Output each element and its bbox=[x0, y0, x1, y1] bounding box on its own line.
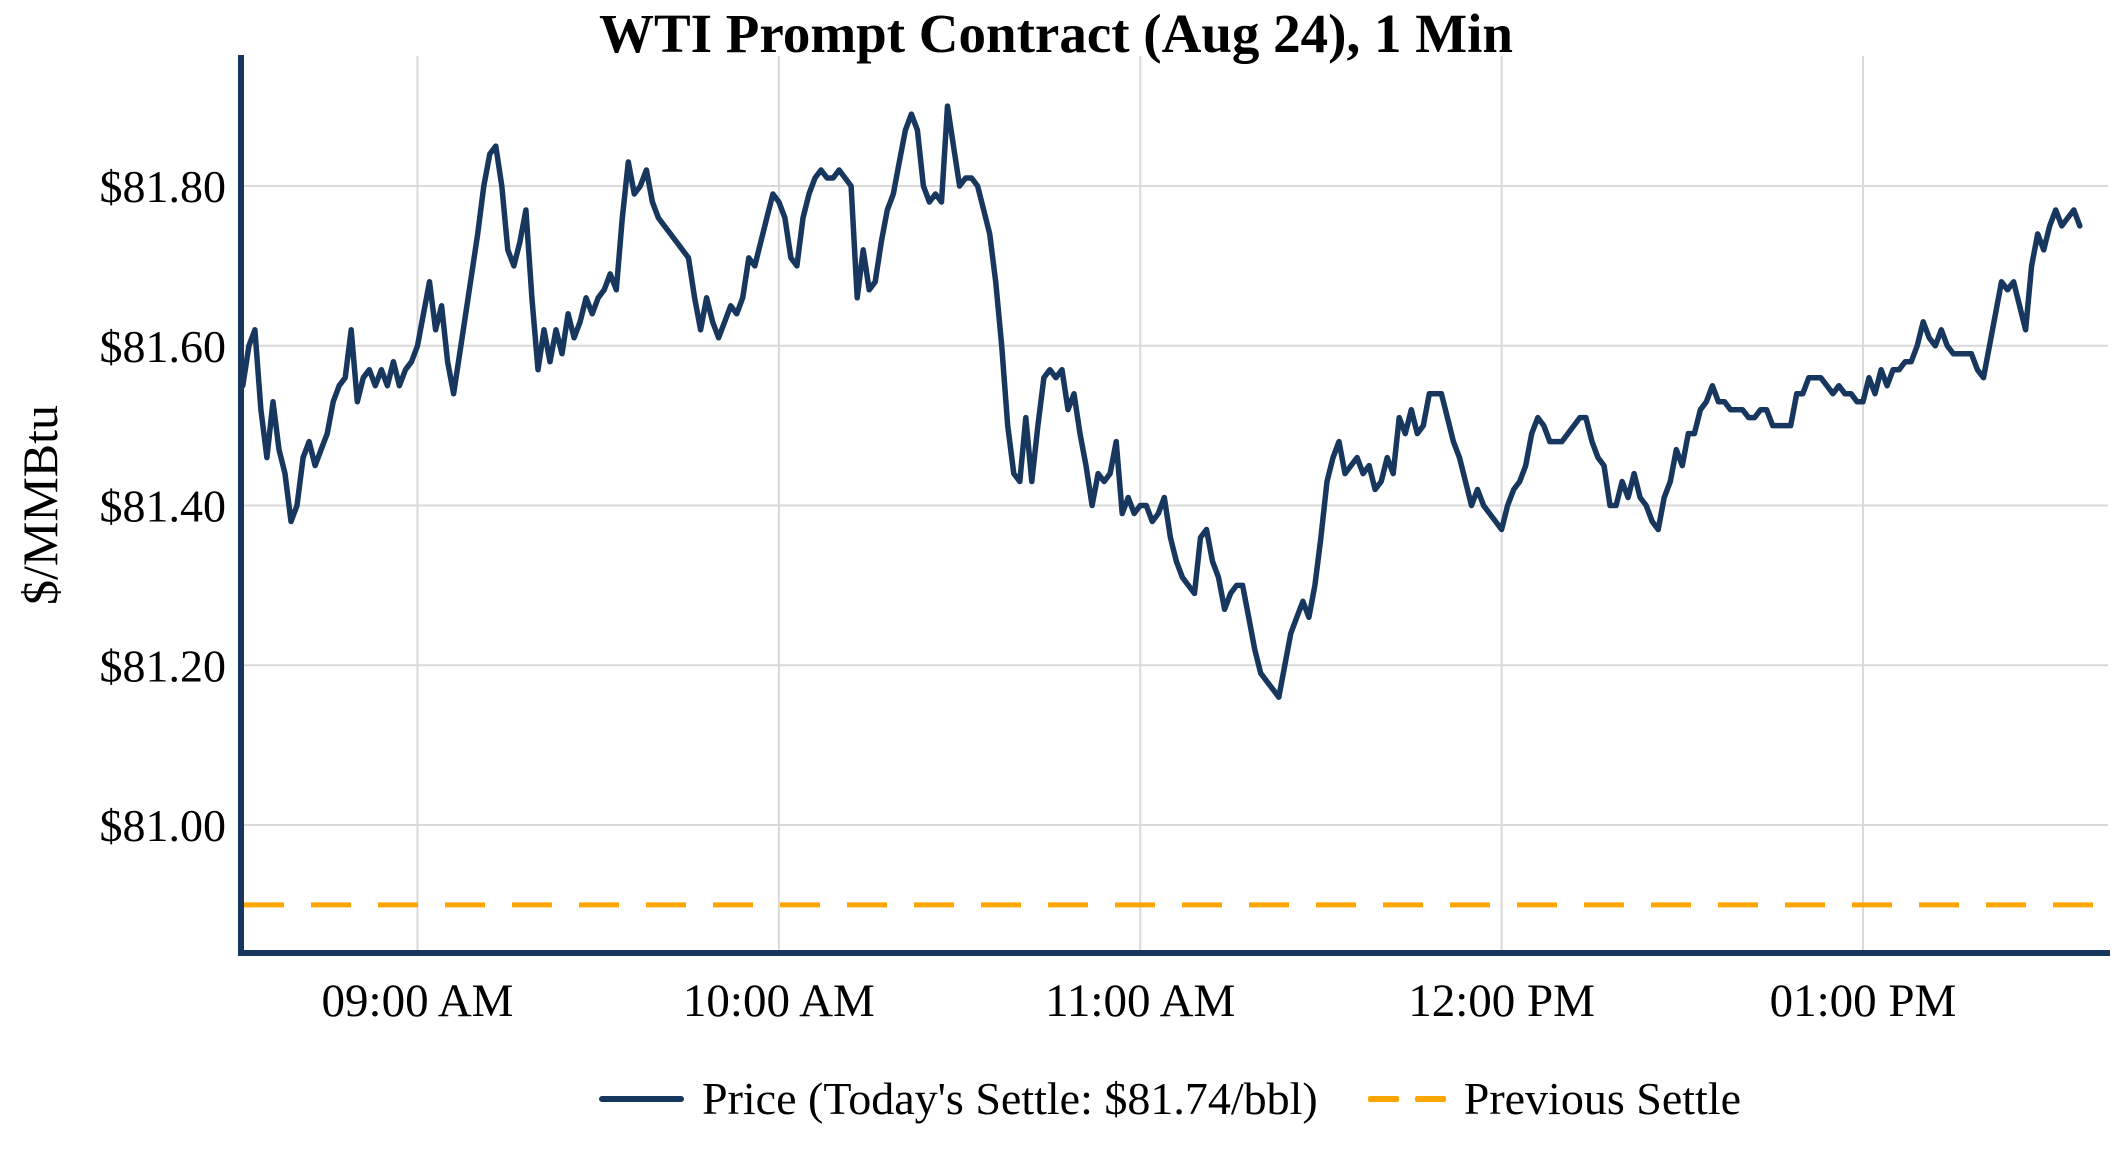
y-tick-label: $81.20 bbox=[100, 640, 227, 691]
chart-title: WTI Prompt Contract (Aug 24), 1 Min bbox=[598, 3, 1514, 64]
y-tick-label: $81.40 bbox=[100, 481, 227, 532]
price-line bbox=[240, 103, 2083, 700]
x-tick-label: 11:00 AM bbox=[1045, 975, 1235, 1027]
previous-settle-swatch bbox=[1367, 1095, 1446, 1102]
chart-legend: Price (Today's Settle: $81.74/bbl) Previ… bbox=[598, 1072, 1742, 1125]
y-tick-label: $81.80 bbox=[100, 161, 227, 212]
vertical-gridlines bbox=[416, 56, 1864, 953]
dash-segment bbox=[1367, 1095, 1399, 1102]
y-tick-label: $81.60 bbox=[100, 321, 227, 372]
horizontal-gridlines bbox=[240, 185, 2108, 826]
price-line-swatch bbox=[598, 1095, 684, 1102]
price-legend-label: Price (Today's Settle: $81.74/bbl) bbox=[701, 1073, 1318, 1124]
y-tick-label: $81.00 bbox=[100, 800, 227, 851]
x-tick-label: 01:00 PM bbox=[1770, 975, 1957, 1027]
x-tick-label: 12:00 PM bbox=[1408, 975, 1595, 1027]
x-tick-labels: 09:00 AM 10:00 AM 11:00 AM 12:00 PM 01:00 PM bbox=[322, 975, 1957, 1027]
previous-settle-legend-label: Previous Settle bbox=[1463, 1073, 1742, 1124]
y-tick-labels: $81.00 $81.20 $81.40 $81.60 $81.80 bbox=[100, 161, 227, 851]
x-tick-label: 09:00 AM bbox=[322, 975, 514, 1027]
x-tick-label: 10:00 AM bbox=[683, 975, 875, 1027]
dash-segment bbox=[1414, 1095, 1446, 1102]
